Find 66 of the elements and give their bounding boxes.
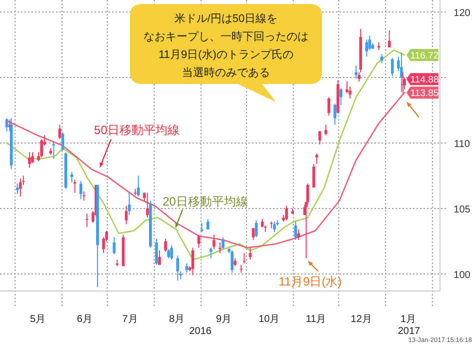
candlestick [146, 192, 149, 218]
candlestick [40, 138, 43, 158]
annotation: 11月9日(水) [278, 274, 342, 288]
candlestick [365, 39, 368, 58]
candlestick [197, 234, 200, 248]
x-tick-label: 11月 [306, 314, 326, 325]
candlestick [210, 247, 212, 259]
candlestick [354, 65, 358, 80]
candlestick [16, 183, 19, 195]
candlestick [200, 222, 204, 233]
text: 114.88 [410, 74, 439, 86]
x-tick-label: 10月 [258, 314, 280, 325]
x-tick-label: 5月 [30, 314, 46, 325]
candlestick [294, 221, 297, 240]
candlestick [19, 178, 22, 198]
x-tick-label: 8月 [169, 314, 185, 325]
y-tick-label: 100 [454, 270, 471, 281]
candlestick [327, 96, 330, 116]
candlestick [58, 124, 62, 140]
annotation: なおキープし、一時下回ったのは [144, 30, 308, 43]
candlestick [28, 152, 31, 168]
candlestick [324, 124, 328, 136]
annotation: 50日移動平均線 [94, 123, 180, 138]
candlestick [167, 248, 170, 259]
candlestick [273, 221, 276, 233]
text: 2016 [189, 326, 212, 337]
candlestick [185, 263, 188, 274]
y-tick-label: 120 [454, 8, 471, 20]
candlestick [318, 130, 322, 145]
candlestick [79, 180, 82, 200]
candlestick [86, 213, 88, 228]
data-label: 113.85 [410, 88, 439, 100]
annotation: 11月9日(水)のトランプ氏の [158, 48, 294, 61]
x-tick-label: 1月 [400, 314, 416, 325]
data-label: 116.72 [410, 50, 439, 62]
candlestick [124, 205, 128, 225]
annotation: 当選時のみである [182, 66, 270, 79]
candlestick [212, 234, 216, 250]
x-tick-label: 6月 [76, 314, 92, 325]
candlestick [112, 236, 116, 255]
candlestick [206, 218, 210, 230]
candlestick [380, 53, 384, 64]
candlestick [158, 250, 161, 266]
candlestick [285, 205, 288, 221]
x-tick-label: 12月 [350, 314, 372, 325]
candlestick [5, 118, 8, 132]
candlestick [222, 236, 224, 250]
candlestick [164, 238, 167, 252]
text: 2017 [398, 326, 421, 337]
candlestick [170, 244, 174, 260]
annotation: 米ドル/円は50日線を [174, 12, 278, 25]
candlestick [358, 72, 361, 82]
x-tick-label: 9月 [216, 314, 232, 325]
candlestick [230, 250, 234, 274]
candlestick [252, 228, 255, 240]
candlestick [297, 228, 300, 240]
candlestick [155, 238, 158, 266]
candlestick [390, 57, 394, 77]
candlestick [340, 88, 342, 106]
y-tick-label: 110 [454, 139, 470, 150]
candlestick [334, 103, 336, 126]
candlestick [248, 247, 252, 260]
candlestick [136, 175, 140, 198]
y-tick-label: 105 [454, 204, 471, 216]
annotation: 20日移動平均線 [162, 194, 248, 208]
x-tick-label: 7月 [122, 314, 138, 325]
